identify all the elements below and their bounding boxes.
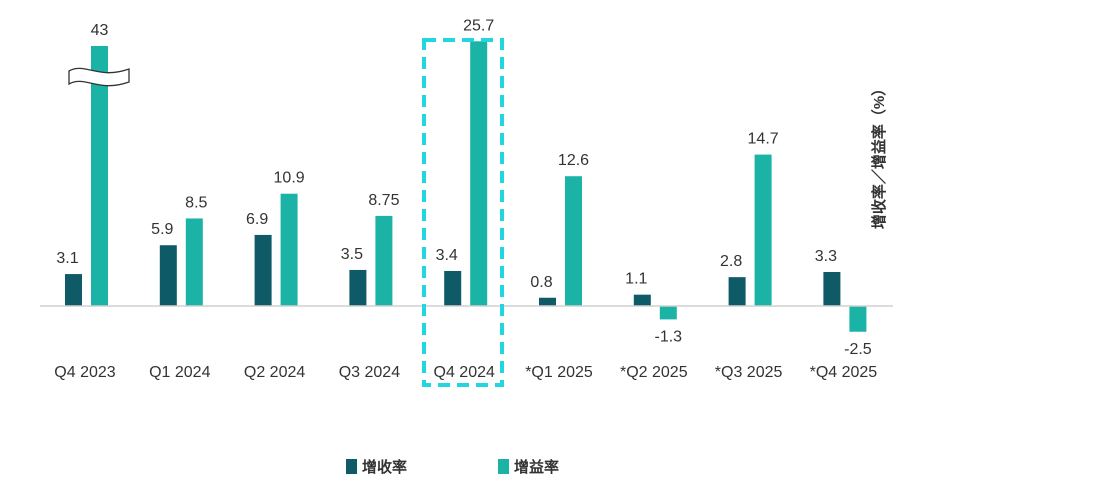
legend: 增收率 增益率	[346, 458, 559, 476]
bar-s0-1	[159, 245, 177, 306]
x-tick-label-7: *Q3 2025	[715, 364, 783, 381]
bar-s1-4	[470, 41, 488, 306]
bar-s0-8	[823, 272, 841, 306]
data-label-s1-8: -2.5	[844, 341, 872, 358]
data-label-s1-5: 12.6	[558, 152, 589, 169]
legend-swatch-1	[498, 459, 509, 474]
bar-s0-4	[444, 270, 462, 306]
bar-s0-7	[728, 277, 746, 306]
bar-s1-5	[565, 176, 582, 306]
data-label-s0-5: 0.8	[530, 274, 552, 291]
data-label-s0-6: 1.1	[625, 271, 647, 288]
data-label-s1-2: 10.9	[274, 170, 305, 187]
x-tick-label-0: Q4 2023	[54, 364, 115, 381]
bar-s1-2	[280, 193, 298, 306]
labels-layer: 3.1 43 Q4 2023 5.9 8.5 Q1 2024 6.9 10.9 Q2 2024 3…	[54, 17, 877, 381]
highlight-box	[422, 38, 504, 387]
bar-s1-6	[659, 306, 677, 320]
x-tick-label-3: Q3 2024	[339, 364, 400, 381]
data-label-s0-1: 5.9	[151, 221, 173, 238]
bar-s0-3	[349, 269, 367, 306]
x-tick-label-6: *Q2 2025	[620, 364, 688, 381]
data-label-s0-8: 3.3	[815, 248, 837, 265]
data-label-s1-7: 14.7	[748, 131, 779, 148]
axis-break-icon	[68, 67, 130, 87]
bar-s1-3	[375, 215, 393, 306]
bar-s1-0	[91, 46, 108, 306]
data-label-s0-3: 3.5	[341, 246, 363, 263]
bar-s1-7	[754, 154, 772, 306]
x-tick-label-1: Q1 2024	[149, 364, 210, 381]
x-tick-label-4: Q4 2024	[434, 364, 495, 381]
data-label-s1-4: 25.7	[463, 17, 494, 34]
legend-swatch-0	[346, 459, 357, 474]
legend-label-1: 增益率	[514, 458, 559, 476]
axis-break-shape	[68, 67, 130, 87]
data-label-s0-7: 2.8	[720, 253, 742, 270]
x-tick-label-5: *Q1 2025	[525, 364, 593, 381]
bar-s1-8	[849, 306, 867, 332]
x-tick-label-8: *Q4 2025	[810, 364, 878, 381]
data-label-s1-1: 8.5	[185, 194, 207, 211]
data-label-s0-2: 6.9	[246, 211, 268, 228]
bar-s0-2	[254, 234, 272, 306]
y-axis-label: 增收率／增益率（%）	[870, 81, 888, 229]
bar-s0-6	[633, 294, 651, 306]
data-label-s1-6: -1.3	[655, 328, 683, 345]
bar-s0-5	[539, 297, 556, 306]
data-label-s1-0: 43	[91, 22, 109, 39]
bar-s1-1	[185, 218, 203, 306]
legend-label-0: 增收率	[362, 458, 407, 476]
data-label-s0-4: 3.4	[436, 247, 458, 264]
bar-s0-0	[65, 274, 82, 306]
data-label-s1-3: 8.75	[368, 192, 399, 209]
bars-layer	[65, 41, 867, 332]
data-label-s0-0: 3.1	[56, 250, 78, 267]
x-tick-label-2: Q2 2024	[244, 364, 305, 381]
